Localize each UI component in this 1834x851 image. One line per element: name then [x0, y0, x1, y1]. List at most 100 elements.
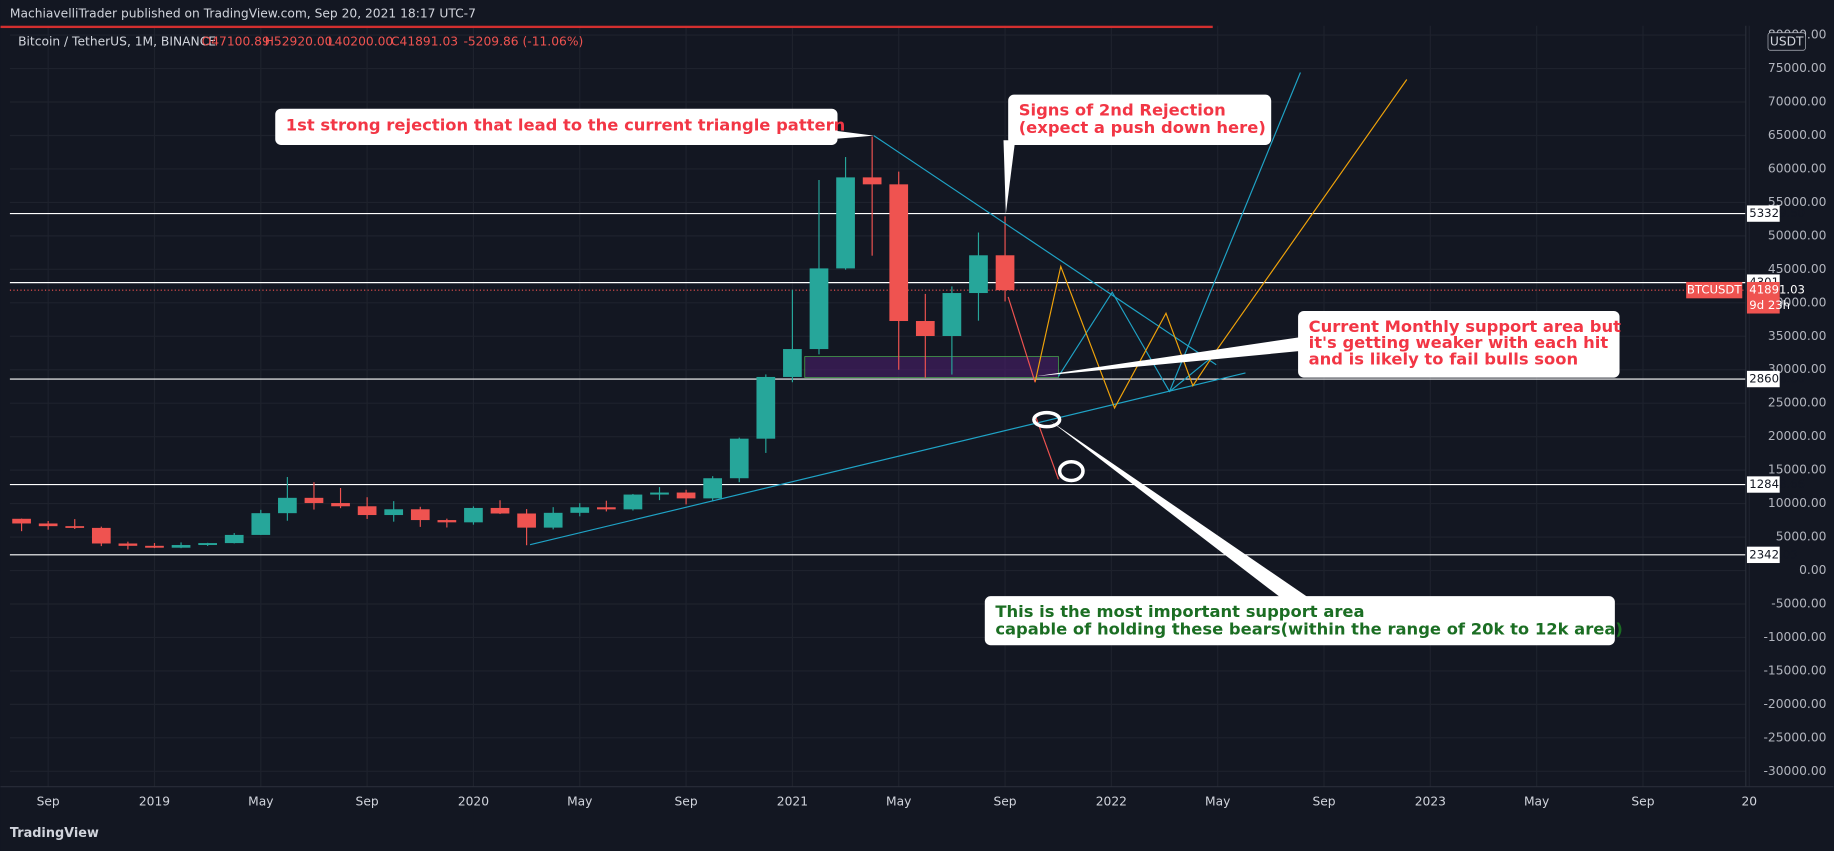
- y-tick-label: -30000.00: [1763, 764, 1826, 778]
- x-tick-label: May: [1524, 794, 1549, 808]
- candle-body: [304, 497, 324, 504]
- callouts: 1st strong rejection that lead to the cu…: [275, 94, 1623, 646]
- y-tick-label: 50000.00: [1768, 228, 1827, 242]
- x-tick-label: 2019: [139, 794, 170, 808]
- candle-body: [517, 513, 536, 528]
- candle-body: [650, 492, 669, 495]
- projection: [1057, 291, 1221, 393]
- y-tick-label: 75000.00: [1768, 61, 1827, 75]
- candle-body: [756, 376, 776, 439]
- x-tick-label: Sep: [37, 794, 60, 808]
- candle-body: [623, 494, 643, 510]
- y-tick-label: 30000.00: [1768, 362, 1827, 376]
- callout-text: and is likely to fail bulls soon: [1309, 350, 1579, 369]
- y-tick-label: -5000.00: [1771, 596, 1826, 610]
- y-tick-label: 0.00: [1799, 563, 1826, 577]
- candle-body: [836, 177, 855, 269]
- candle-body: [251, 513, 271, 535]
- y-tick-label: 5000.00: [1776, 530, 1827, 544]
- candle-body: [357, 506, 377, 516]
- candle-body: [783, 349, 802, 377]
- y-tick-label: 60000.00: [1768, 161, 1827, 175]
- callout-text: it's getting weaker with each hit: [1309, 333, 1609, 352]
- level-label-box: [1746, 370, 1780, 388]
- open: O47100.89: [202, 35, 270, 49]
- candle-body: [570, 507, 590, 513]
- x-tick-label: May: [248, 794, 273, 808]
- y-tick-label: 65000.00: [1768, 128, 1827, 142]
- ohlc-header: Bitcoin / TetherUS, 1M, BINANCE O47100.8…: [18, 35, 583, 49]
- candle-body: [543, 512, 563, 528]
- candle-body: [703, 478, 723, 499]
- progress-bar: [0, 25, 1213, 29]
- candle-body: [915, 321, 935, 337]
- x-tick-label: Sep: [675, 794, 698, 808]
- symbol-label: BTCUSDT: [1687, 283, 1743, 297]
- candle-body: [942, 293, 962, 337]
- y-tick-label: 40000.00: [1768, 295, 1827, 309]
- candle-body: [38, 523, 58, 527]
- candle-body: [464, 507, 483, 523]
- projection-arrow: [1168, 72, 1301, 392]
- brand: TradingView: [10, 826, 99, 841]
- candle-body: [437, 520, 457, 523]
- callout-text: This is the most important support area: [995, 602, 1364, 621]
- callout-text: (expect a push down here): [1019, 118, 1266, 137]
- callout-box: [1298, 310, 1620, 378]
- candle-body: [145, 545, 164, 548]
- y-tick-label: 10000.00: [1768, 496, 1827, 510]
- x-tick-label: Sep: [993, 794, 1016, 808]
- y-tick-label: 25000.00: [1768, 396, 1827, 410]
- x-tick-label: 2022: [1096, 794, 1127, 808]
- symbol-box: [1686, 281, 1743, 299]
- candle-body: [410, 509, 430, 521]
- candle-body: [862, 177, 882, 185]
- support-zone: [804, 356, 1059, 378]
- candle-body: [676, 492, 696, 499]
- x-tick-label: 2020: [458, 794, 489, 808]
- candles: [12, 136, 1015, 550]
- y-tick-label: 15000.00: [1768, 463, 1827, 477]
- candle-body: [278, 497, 297, 514]
- level-label-box: [1746, 205, 1780, 222]
- level-label-box: [1746, 546, 1780, 564]
- level-label: 12848.66: [1749, 477, 1805, 491]
- price-box: [1746, 281, 1780, 314]
- callout-box: [1008, 94, 1272, 145]
- change: -5209.86 (-11.06%): [463, 35, 583, 49]
- level-label: 53329.50: [1749, 206, 1805, 220]
- y-tick-label: -25000.00: [1763, 730, 1826, 744]
- x-tick-label: 20: [1741, 794, 1757, 808]
- callout-text: capable of holding these bears(within th…: [995, 620, 1623, 639]
- callout-text: Current Monthly support area but: [1309, 317, 1622, 336]
- callout-box: [275, 108, 838, 145]
- countdown: 9d 23h: [1749, 298, 1790, 312]
- candle-body: [91, 527, 111, 544]
- y-tick-label: 35000.00: [1768, 329, 1827, 343]
- candle-body: [198, 543, 217, 546]
- candle-body: [331, 503, 350, 507]
- circle: [1057, 459, 1085, 483]
- candle-body: [969, 255, 988, 294]
- x-tick-label: 2023: [1415, 794, 1446, 808]
- y-tick-label: -20000.00: [1763, 697, 1826, 711]
- high: H52920.00: [265, 35, 333, 49]
- pointer: [1035, 336, 1304, 377]
- callout-text: 1st strong rejection that lead to the cu…: [286, 116, 846, 135]
- candle-body: [995, 255, 1015, 291]
- x-tick-label: 2021: [777, 794, 808, 808]
- x-tick-label: May: [886, 794, 911, 808]
- trendline: [529, 372, 1246, 546]
- y-tick-label: 20000.00: [1768, 429, 1827, 443]
- pointer: [1003, 140, 1016, 214]
- candle-body: [729, 438, 749, 479]
- callout-box: [984, 596, 1615, 646]
- candle-body: [12, 518, 31, 524]
- level-label-box: [1746, 476, 1780, 493]
- level-label: 2342.03: [1749, 547, 1797, 561]
- y-tick-label: 45000.00: [1768, 262, 1827, 276]
- x-tick-label: Sep: [1312, 794, 1335, 808]
- callout-text: Signs of 2nd Rejection: [1019, 101, 1226, 120]
